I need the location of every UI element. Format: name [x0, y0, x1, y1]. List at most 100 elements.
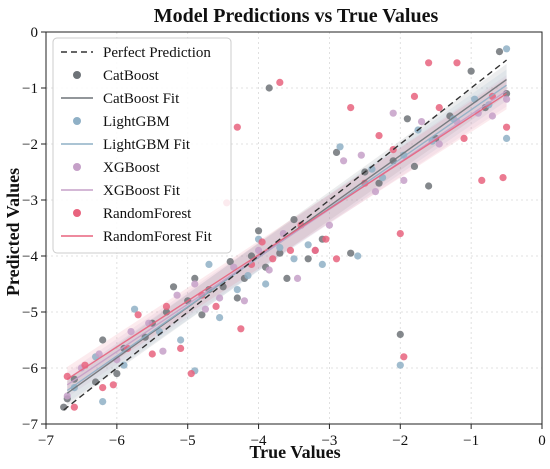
data-point	[502, 134, 511, 142]
legend-label: RandomForest Fit	[103, 229, 213, 245]
data-point	[311, 246, 319, 254]
legend-label: XGBoost Fit	[103, 183, 181, 199]
legend-label: XGBoost	[103, 160, 161, 176]
x-tick-label: −3	[321, 433, 337, 449]
data-point	[216, 294, 224, 302]
data-point	[201, 305, 210, 313]
data-point	[134, 311, 142, 319]
data-point	[347, 249, 355, 257]
x-tick-label: −5	[180, 433, 196, 449]
data-point	[304, 241, 312, 249]
fit-line	[66, 90, 507, 386]
data-point	[240, 297, 248, 305]
data-point	[265, 84, 273, 92]
data-point	[325, 221, 334, 229]
data-point	[191, 274, 199, 282]
data-point	[400, 176, 408, 184]
data-point	[417, 118, 426, 126]
data-point	[290, 216, 298, 224]
data-point	[435, 104, 443, 112]
data-point	[233, 286, 241, 294]
data-point	[357, 151, 365, 159]
data-point	[304, 255, 312, 263]
data-point	[258, 238, 266, 246]
data-point	[322, 235, 330, 243]
y-tick-label: −7	[22, 417, 38, 433]
data-point	[375, 132, 383, 140]
data-point	[63, 392, 71, 400]
y-tick-label: 0	[31, 25, 39, 41]
data-point	[460, 134, 468, 142]
data-point	[276, 78, 284, 86]
data-point	[389, 109, 397, 117]
x-tick-label: −4	[251, 433, 267, 449]
legend: Perfect Prediction CatBoost CatBoost Fit Li…	[52, 37, 232, 254]
data-point	[233, 123, 241, 131]
plot-frame	[45, 31, 543, 425]
data-point	[113, 370, 121, 378]
y-axis-label: Predicted Values	[3, 168, 23, 296]
data-point	[435, 140, 443, 148]
y-tick-label: −5	[22, 305, 38, 321]
data-point	[502, 45, 511, 53]
data-point	[410, 92, 419, 100]
data-point	[99, 336, 107, 344]
data-point	[425, 182, 433, 190]
data-point	[354, 252, 362, 260]
data-point	[283, 274, 291, 282]
data-point	[371, 188, 380, 196]
data-point	[467, 67, 475, 75]
data-point	[332, 148, 341, 156]
y-tick-label: −6	[22, 361, 38, 377]
data-point	[269, 255, 277, 263]
data-point	[162, 302, 171, 310]
y-tick-label: −3	[22, 193, 38, 209]
data-point	[254, 227, 263, 235]
data-point	[410, 162, 419, 170]
x-tick-label: −6	[109, 433, 125, 449]
legend-swatch-marker	[73, 163, 81, 171]
data-point	[425, 59, 433, 67]
data-point	[375, 179, 383, 187]
fit-line	[66, 93, 507, 380]
data-point	[198, 311, 206, 319]
data-point	[177, 344, 185, 352]
data-point	[478, 176, 486, 184]
x-axis-label: True Values	[249, 442, 340, 462]
y-tick-label: −2	[22, 137, 38, 153]
data-point	[130, 305, 139, 313]
data-point	[332, 255, 341, 263]
fit-lines	[66, 79, 507, 394]
legend-label: RandomForest	[103, 206, 192, 222]
fit-confidence-band	[67, 77, 507, 392]
legend-label: CatBoost	[103, 68, 160, 84]
data-point	[262, 280, 270, 288]
data-point	[216, 314, 224, 322]
data-point	[336, 143, 344, 151]
data-point	[347, 104, 355, 112]
data-point	[95, 350, 103, 358]
legend-label: LightGBM Fit	[103, 137, 191, 153]
data-point	[290, 255, 298, 263]
data-point	[187, 370, 195, 378]
data-point	[70, 403, 78, 411]
legend-swatch-marker	[73, 117, 81, 125]
data-point	[453, 59, 461, 67]
x-tick-label: −1	[463, 433, 479, 449]
data-point	[276, 249, 284, 257]
data-point	[254, 246, 263, 254]
data-point	[318, 260, 326, 268]
data-point	[237, 325, 245, 333]
data-point	[127, 328, 135, 336]
data-point	[244, 272, 252, 280]
data-point	[293, 274, 302, 282]
data-point	[226, 258, 234, 266]
legend-swatch-marker	[73, 71, 81, 79]
data-point	[488, 112, 496, 120]
data-point	[400, 353, 408, 361]
reference-line	[63, 59, 508, 411]
data-point	[212, 302, 220, 310]
tick-labels: −7 −6 −5 −4 −3 −2 −1 0 −7 −6 −5 −4 −3 −2 −1 0	[22, 25, 546, 449]
data-point	[169, 283, 178, 291]
